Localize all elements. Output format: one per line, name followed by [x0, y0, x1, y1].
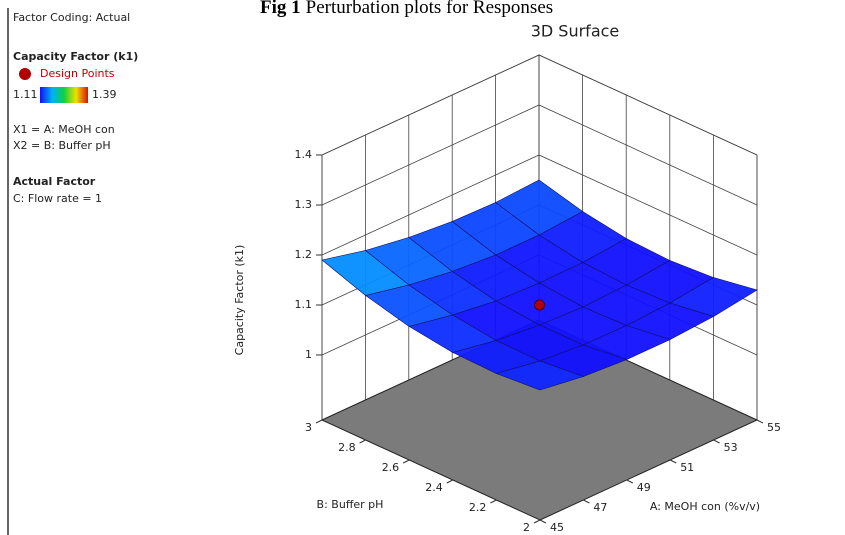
actual-factor: C: Flow rate = 1 [13, 192, 102, 205]
factor-x2: X2 = B: Buffer pH [13, 139, 111, 152]
legend-label: Design Points [40, 67, 115, 80]
factor-x1: X1 = A: MeOH con [13, 123, 115, 136]
colorbar-max: 1.39 [92, 88, 117, 101]
z-axis-label: Capacity Factor (k1) [233, 245, 246, 356]
tick-mark [359, 439, 366, 444]
z-tick-label: 1.2 [295, 248, 313, 261]
caption-text: Perturbation plots for Responses [306, 0, 554, 18]
grid-line [321, 104, 758, 206]
colorbar [40, 87, 88, 103]
x-tick-label: 49 [637, 481, 651, 494]
tick-mark [446, 479, 454, 484]
y-tick-label: 2 [523, 521, 530, 534]
tick-mark [533, 519, 541, 524]
chart-title: 3D Surface [531, 22, 620, 41]
tick-mark [583, 499, 590, 504]
z-tick-label: 1.3 [295, 198, 313, 211]
x-tick-label: 51 [680, 461, 694, 474]
x-tick-label: 47 [593, 501, 607, 514]
tick-mark [539, 519, 547, 524]
design-point [534, 299, 545, 311]
caption-label: Fig 1 [260, 0, 301, 18]
y-tick-label: 3 [305, 421, 312, 434]
tick-mark [669, 459, 677, 464]
factor-coding: Factor Coding: Actual [13, 11, 130, 24]
actual-factor-title: Actual Factor [13, 175, 96, 188]
response-name: Capacity Factor (k1) [13, 50, 138, 63]
y-tick-label: 2.8 [338, 441, 356, 454]
y-axis-label: B: Buffer pH [317, 498, 384, 511]
colorbar-min: 1.11 [13, 88, 38, 101]
surface-patch [495, 360, 585, 391]
x-axis-label: A: MeOH con (%v/v) [650, 500, 760, 513]
x-tick-label: 45 [550, 521, 564, 534]
caption: Fig 1 Perturbation plots for Responses [260, 0, 553, 18]
y-tick-label: 2.6 [382, 461, 400, 474]
z-tick-label: 1 [305, 348, 312, 361]
tick-mark [315, 419, 323, 424]
x-tick-label: 55 [767, 421, 781, 434]
y-tick-label: 2.4 [425, 481, 443, 494]
tick-mark [402, 459, 410, 464]
grid-line [321, 54, 758, 156]
grid-line [321, 154, 758, 256]
z-tick-label: 1.4 [295, 148, 313, 161]
tick-mark [756, 419, 764, 424]
z-tick-label: 1.1 [295, 298, 313, 311]
x-tick-label: 53 [724, 441, 738, 454]
tick-mark [713, 439, 720, 444]
tick-mark [490, 499, 497, 504]
legend-marker [19, 68, 31, 80]
y-tick-label: 2.2 [469, 501, 487, 514]
tick-mark [626, 479, 634, 484]
